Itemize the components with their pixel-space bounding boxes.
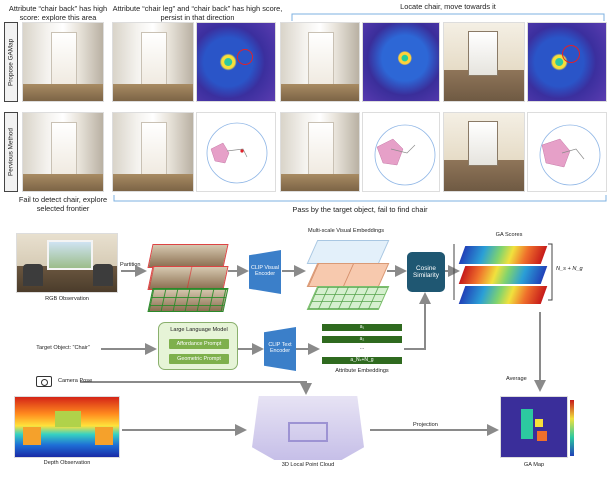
attr-row-last: a_Nₛ+N_g	[322, 357, 402, 364]
depth-window-blob	[55, 411, 81, 427]
ga-map-blob-3	[537, 431, 547, 441]
average-label: Average	[506, 376, 527, 382]
previous-frame-2	[112, 112, 194, 192]
camera-lens	[41, 379, 48, 386]
caption-right: Locate chair, move towards it	[400, 2, 496, 11]
rgb-chair-left	[23, 264, 43, 286]
camera-pose-label: Camera Pose	[58, 378, 93, 384]
caption-bottom-bracket	[113, 195, 607, 202]
embedding-layer-2	[306, 263, 390, 287]
affordance-prompt: Affordance Prompt	[169, 339, 229, 349]
gamap-frame-1	[22, 22, 104, 102]
previous-map-4	[527, 112, 607, 192]
attr-row-1: a₁	[322, 324, 402, 331]
partition-layer-1	[147, 244, 229, 268]
previous-frame-4	[443, 112, 525, 192]
depth-chair-left	[23, 427, 41, 445]
previous-map-3	[362, 112, 440, 192]
multiscale-label: Multi-scale Visual Embeddings	[307, 228, 385, 234]
attr-embeddings-label: Attribute Embeddings	[335, 368, 389, 374]
ga-score-layer-1	[458, 246, 548, 264]
previous-map-2-graphic	[206, 122, 268, 184]
ga-map-blob-2	[535, 419, 543, 427]
embedding-layer-3	[306, 286, 390, 310]
depth-observation-image	[14, 396, 120, 458]
partition-layer-2	[147, 266, 229, 290]
rgb-chair-right	[93, 264, 113, 286]
target-object-label: Target Object: “Chair”	[36, 345, 90, 351]
point-cloud-image	[252, 396, 364, 460]
partition-label: Partition	[120, 262, 141, 268]
target-circle-2	[237, 49, 253, 65]
caption-bottom-right: Pass by the target object, fail to find …	[292, 205, 428, 214]
caption-right-bracket	[291, 13, 605, 21]
embedding-layer-1	[306, 240, 390, 264]
attr-row-ellipsis: ...	[359, 345, 365, 351]
ns-ng-label: N_s + N_g	[556, 266, 583, 272]
depth-chair-right	[95, 427, 113, 445]
ga-map-blob-1	[521, 409, 533, 439]
gamap-frame-3	[280, 22, 360, 102]
previous-map-4-graphic	[539, 124, 601, 186]
previous-frame-3	[280, 112, 360, 192]
previous-map-2	[196, 112, 276, 192]
ga-score-layer-2	[458, 266, 548, 284]
gamap-frame-4	[443, 22, 525, 102]
rgb-observation-image	[16, 233, 118, 293]
rgb-label: RGB Observation	[45, 296, 89, 302]
ga-map-colorbar	[570, 400, 574, 456]
rgb-window	[47, 240, 93, 270]
llm-label: Large Language Model	[170, 327, 228, 333]
gamap-frame-2	[112, 22, 194, 102]
partition-layer-3	[147, 288, 229, 312]
target-circle-4	[562, 45, 580, 63]
clip-visual-encoder: CLIP Visual Encoder	[249, 250, 281, 294]
depth-label: Depth Observation	[43, 460, 91, 466]
gamap-score-map-2	[196, 22, 276, 102]
caption-left: Attribute “chair back” has high score: e…	[8, 4, 108, 22]
previous-frame-1	[22, 112, 104, 192]
projection-label: Projection	[413, 422, 438, 428]
llm-block: Large Language Model Affordance Prompt G…	[158, 322, 238, 370]
pointcloud-label: 3D Local Point Cloud	[281, 462, 335, 468]
ga-scores-label: GA Scores	[495, 232, 523, 238]
geometric-prompt: Geometric Prompt	[169, 354, 229, 364]
gamap-score-map-4	[527, 22, 607, 102]
ga-map-image	[500, 396, 568, 458]
caption-bottom-left: Fail to detect chair, explore selected f…	[18, 195, 108, 213]
cosine-similarity-block: Cosine Similarity	[407, 252, 445, 292]
ga-score-layer-3	[458, 286, 548, 304]
camera-icon	[36, 376, 52, 387]
caption-mid: Attribute “chair leg” and “chair back” h…	[112, 4, 283, 22]
point-cloud-shape	[288, 422, 328, 442]
attr-row-2: a₂	[322, 336, 402, 343]
clip-text-encoder: CLIP Text Encoder	[264, 327, 296, 371]
gamap-label: GA Map	[523, 462, 545, 468]
gamap-score-map-3	[362, 22, 440, 102]
previous-map-3-graphic	[374, 124, 436, 186]
